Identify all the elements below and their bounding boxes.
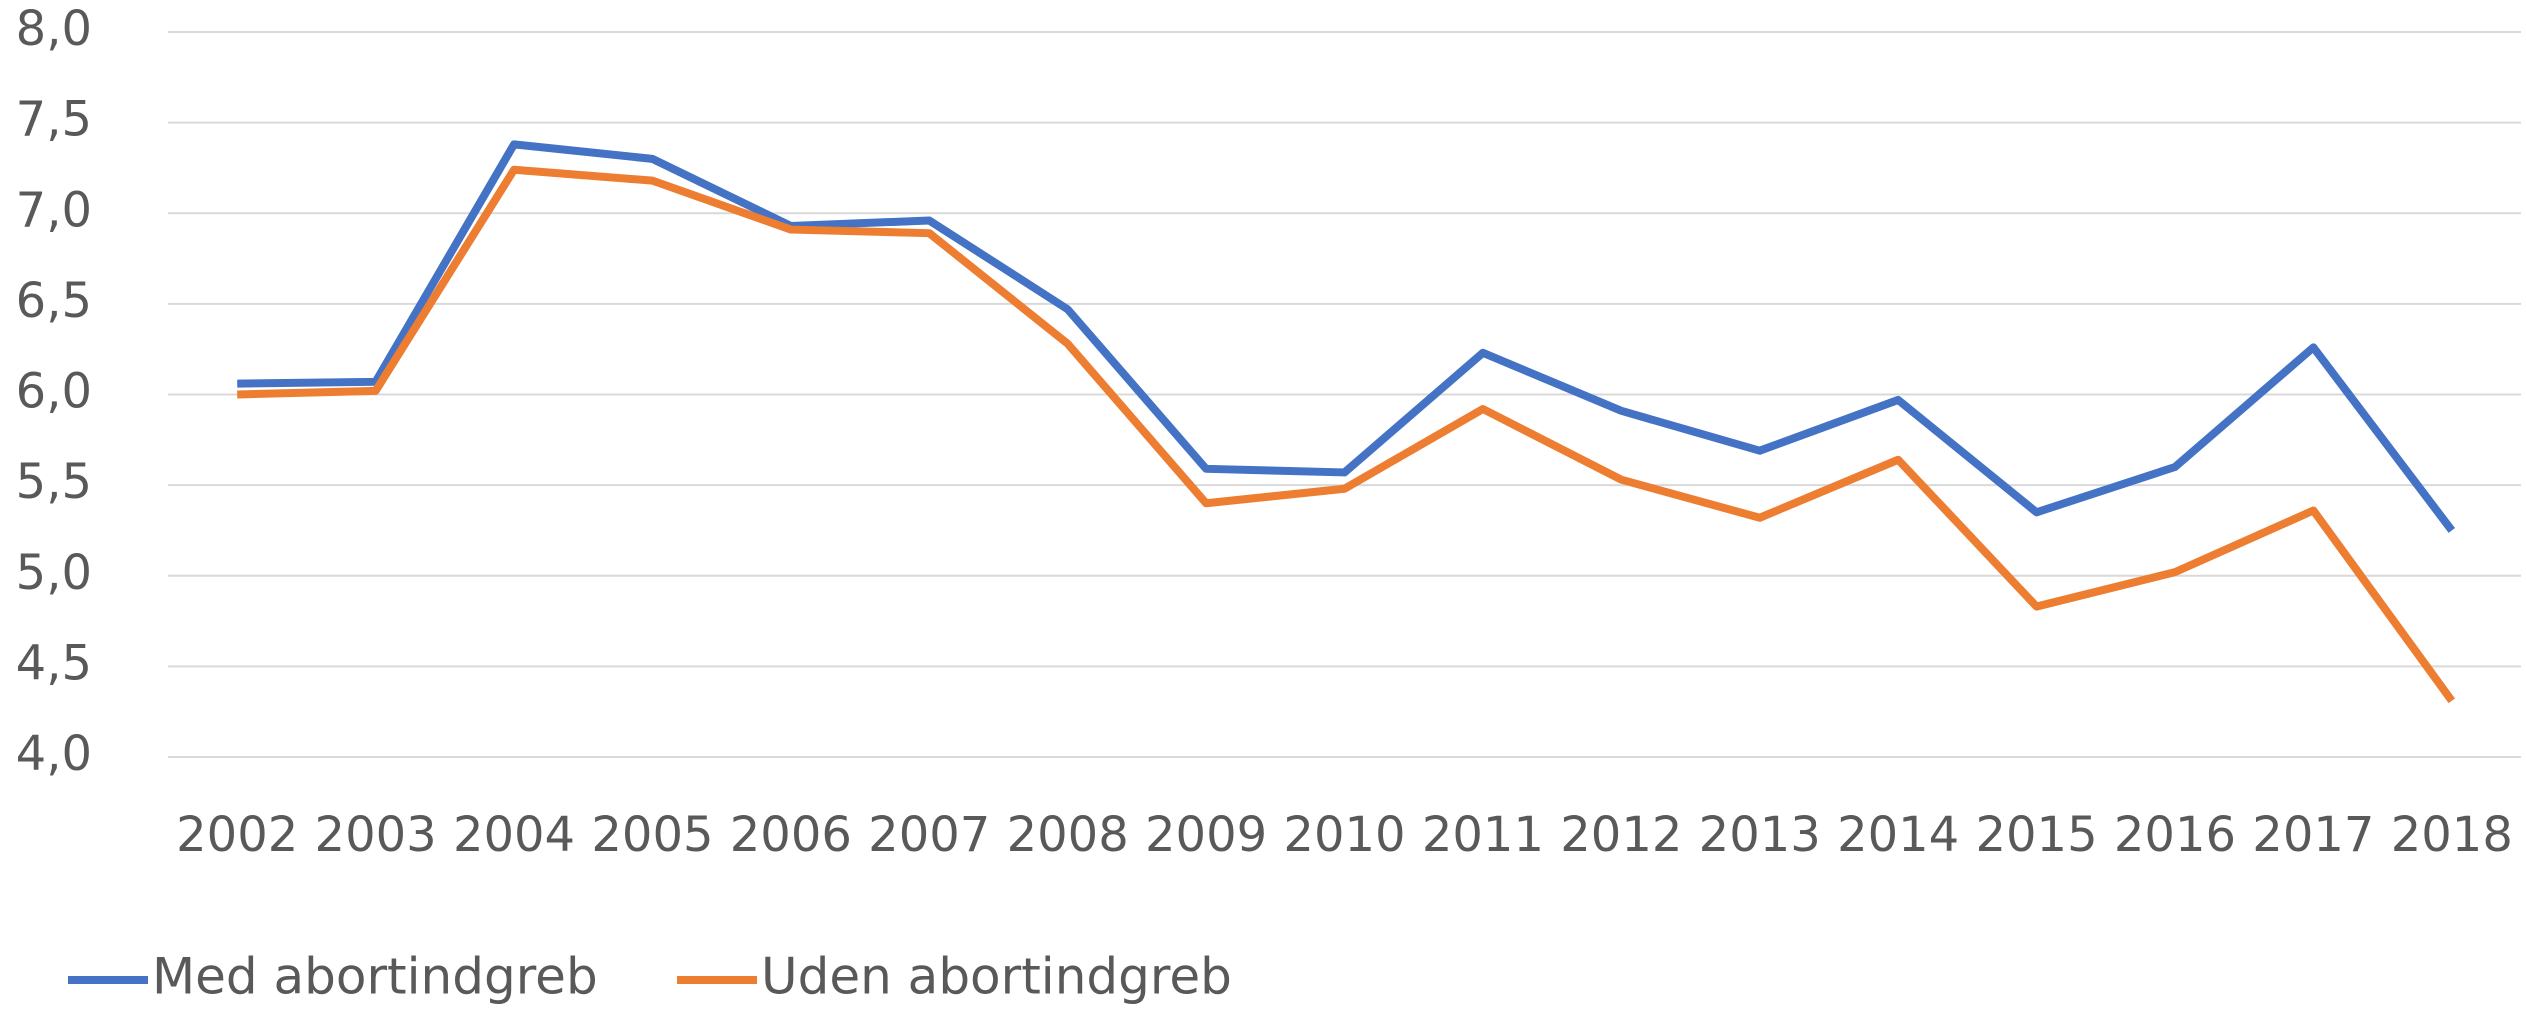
x-tick-label: 2009 [1145,807,1267,863]
x-tick-label: 2002 [176,807,298,863]
y-tick-label: 7,5 [16,92,92,148]
x-tick-label: 2016 [2114,807,2236,863]
x-tick-label: 2014 [1837,807,1959,863]
y-tick-label: 5,0 [16,545,92,601]
x-tick-label: 2018 [2391,807,2513,863]
x-tick-label: 2007 [868,807,990,863]
y-tick-label: 6,5 [16,273,92,329]
series-line [237,165,2456,704]
y-tick-label: 7,0 [16,182,92,238]
x-tick-label: 2005 [591,807,713,863]
x-tick-label: 2017 [2252,807,2374,863]
x-tick-label: 2015 [1975,807,2097,863]
series-line [237,140,2455,533]
x-tick-label: 2013 [1699,807,1821,863]
x-tick-label: 2003 [315,807,437,863]
x-tick-label: 2010 [1283,807,1405,863]
x-tick-label: 2006 [730,807,852,863]
x-tick-label: 2004 [453,807,575,863]
legend-label: Med abortindgreb [152,948,598,1006]
y-tick-label: 4,0 [16,726,92,782]
y-tick-label: 6,0 [16,364,92,420]
legend-label: Uden abortindgreb [761,948,1232,1006]
y-tick-label: 4,5 [16,635,92,691]
x-tick-label: 2008 [1007,807,1129,863]
y-tick-label: 8,0 [16,1,92,57]
x-tick-label: 2011 [1422,807,1544,863]
y-tick-label: 5,5 [16,454,92,510]
x-tick-label: 2012 [1560,807,1682,863]
